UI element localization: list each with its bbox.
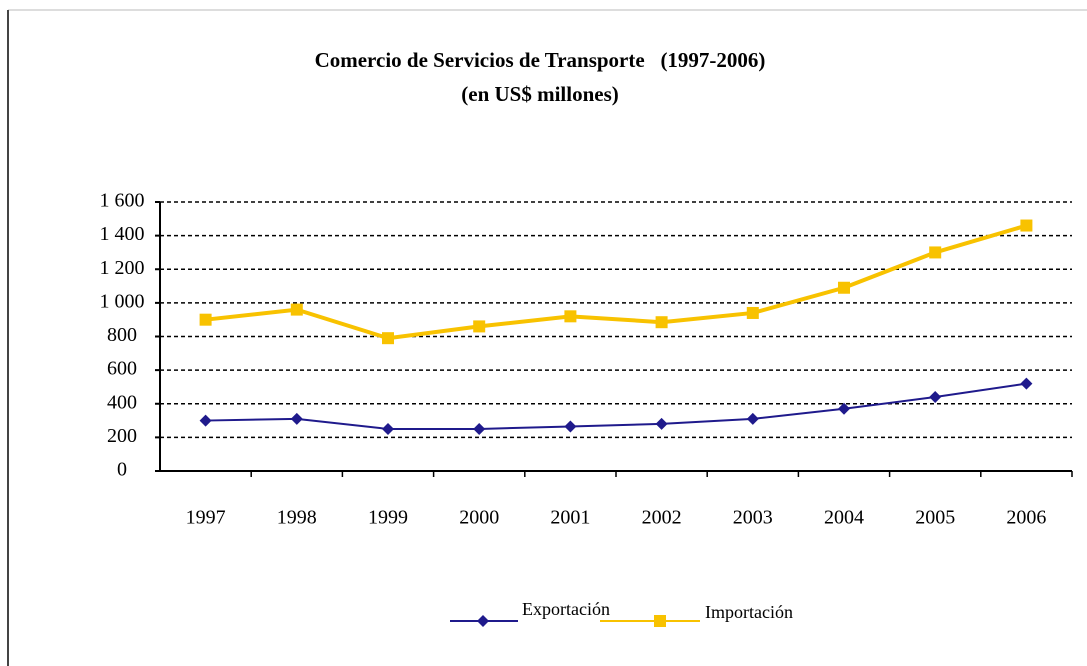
series-line xyxy=(205,223,1027,341)
x-tick-label: 2004 xyxy=(824,507,864,529)
point xyxy=(746,412,759,425)
x-tick-label: 1998 xyxy=(277,507,317,529)
point xyxy=(1020,219,1033,232)
point xyxy=(929,391,942,404)
y-tick-label: 600 xyxy=(107,358,137,380)
y-tick-label: 400 xyxy=(107,391,137,413)
chart-title: Comercio de Servicios de Transporte (199… xyxy=(315,48,766,72)
point xyxy=(199,313,212,326)
point xyxy=(655,316,668,329)
point xyxy=(746,306,759,319)
point xyxy=(473,422,486,435)
y-tick-label: 200 xyxy=(107,425,137,447)
series-line xyxy=(205,382,1027,430)
y-tick-label: 1 000 xyxy=(100,290,145,312)
x-tick-label: 1997 xyxy=(186,507,226,529)
legend-label: Exportación xyxy=(522,599,610,619)
point xyxy=(564,310,577,323)
y-tick-label: 1 200 xyxy=(100,257,145,279)
legend-marker xyxy=(477,615,489,627)
y-tick-label: 1 600 xyxy=(100,190,145,212)
point xyxy=(290,412,303,425)
point xyxy=(290,303,303,316)
x-tick-label: 2003 xyxy=(733,507,773,529)
point xyxy=(564,420,577,433)
legend-label: Importación xyxy=(705,602,793,622)
point xyxy=(655,417,668,430)
point xyxy=(838,281,850,294)
point xyxy=(382,422,394,435)
chart-subtitle: (en US$ millones) xyxy=(461,82,619,106)
y-tick-label: 800 xyxy=(107,324,137,346)
x-tick-label: 2005 xyxy=(915,507,955,529)
legend-marker xyxy=(654,615,666,627)
point xyxy=(929,246,942,259)
y-tick-label: 0 xyxy=(117,459,127,481)
x-tick-label: 2001 xyxy=(550,507,590,529)
x-tick-label: 2000 xyxy=(459,507,499,529)
x-tick-label: 2006 xyxy=(1006,507,1046,529)
x-tick-label: 1999 xyxy=(368,507,408,529)
point xyxy=(838,402,850,415)
point xyxy=(199,414,212,427)
point xyxy=(473,320,486,333)
point xyxy=(1020,377,1033,390)
x-tick-label: 2002 xyxy=(642,507,682,529)
point xyxy=(382,332,394,345)
y-tick-label: 1 400 xyxy=(100,223,145,245)
